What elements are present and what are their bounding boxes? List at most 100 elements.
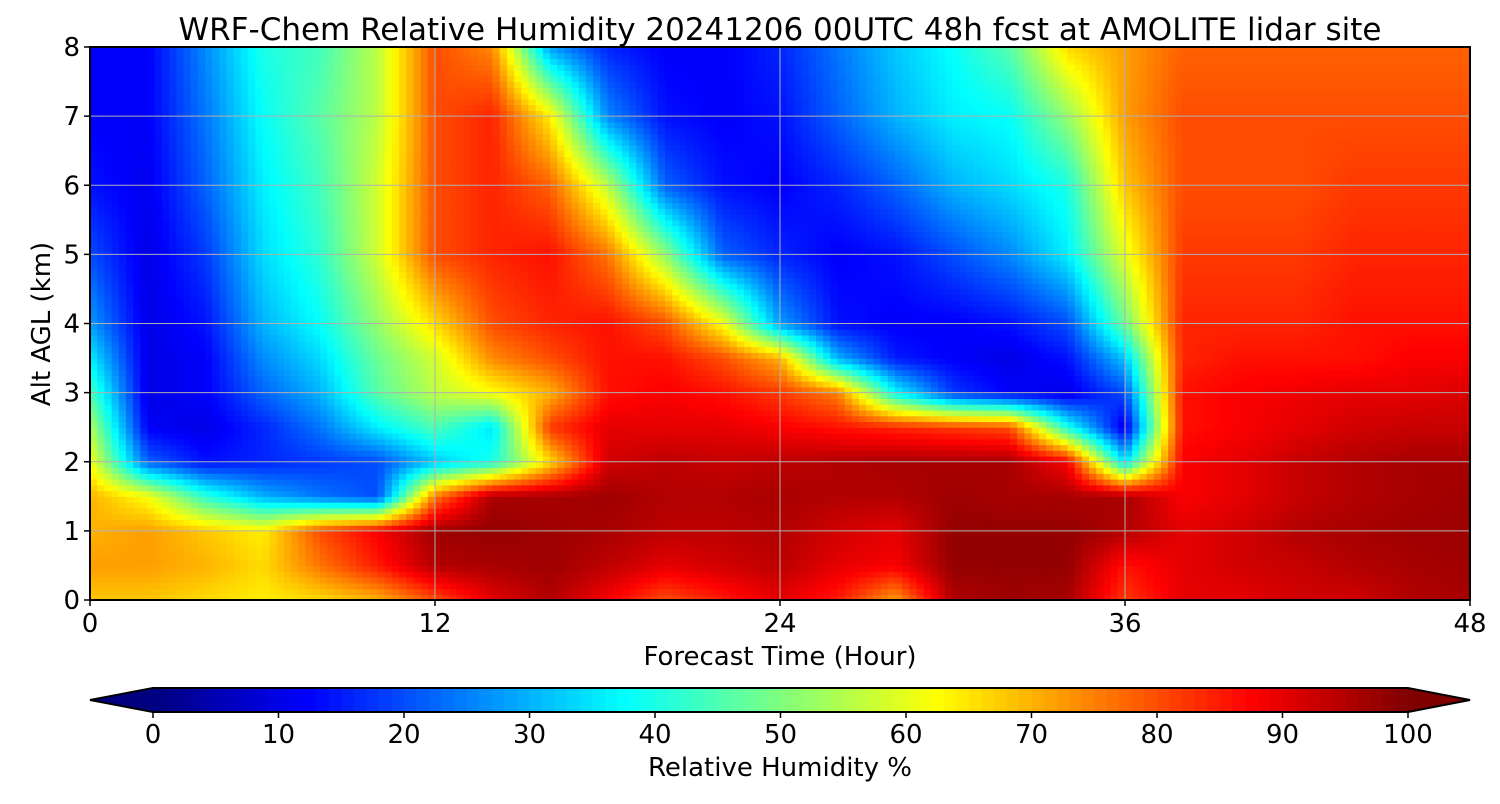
- heat-cell: [902, 559, 910, 567]
- heat-cell: [1160, 467, 1169, 474]
- heat-cell: [470, 548, 479, 555]
- heat-cell: [780, 576, 788, 584]
- heat-cell: [125, 467, 134, 474]
- heat-cell: [1146, 513, 1155, 520]
- heat-cell: [420, 530, 429, 538]
- heat-cell: [550, 461, 558, 469]
- heat-cell: [1362, 594, 1370, 600]
- heat-cell: [1340, 519, 1349, 526]
- heat-cell: [981, 461, 990, 469]
- heat-cell: [1168, 467, 1176, 474]
- heat-cell: [1132, 571, 1140, 578]
- heat-cell: [945, 490, 954, 497]
- heat-cell: [966, 576, 975, 584]
- heat-cell: [305, 559, 314, 567]
- heat-cell: [1340, 496, 1349, 503]
- heat-cell: [1333, 513, 1342, 520]
- heat-cell: [499, 479, 508, 486]
- heat-cell: [1297, 536, 1306, 543]
- heat-cell: [1002, 582, 1011, 590]
- heat-cell: [104, 519, 113, 526]
- heat-cell: [1441, 553, 1450, 561]
- heat-cell: [1081, 467, 1090, 474]
- heat-cell: [1204, 513, 1212, 520]
- heat-cell: [1081, 588, 1090, 595]
- heat-cell: [1010, 525, 1018, 532]
- heat-cell: [1254, 582, 1263, 590]
- heat-cell: [240, 496, 249, 503]
- heat-cell: [1038, 582, 1047, 590]
- heat-cell: [1081, 450, 1090, 457]
- heat-cell: [406, 559, 415, 567]
- heat-cell: [420, 490, 429, 497]
- heat-cell: [1254, 530, 1263, 538]
- heat-cell: [621, 565, 630, 572]
- heat-cell: [298, 519, 307, 526]
- heat-cell: [1053, 513, 1061, 520]
- heat-cell: [859, 496, 867, 503]
- heat-cell: [118, 467, 127, 474]
- heat-cell: [542, 530, 551, 538]
- heat-cell: [995, 502, 1004, 509]
- heat-cell: [312, 536, 321, 543]
- heat-cell: [370, 502, 379, 509]
- heat-cell: [550, 525, 558, 532]
- heat-cell: [916, 507, 925, 515]
- heat-cell: [183, 479, 192, 486]
- heat-cell: [629, 455, 637, 463]
- heat-cell: [650, 513, 659, 520]
- heat-cell: [1247, 536, 1255, 543]
- heat-cell: [650, 507, 659, 515]
- heat-cell: [1081, 576, 1090, 584]
- heat-cell: [1218, 450, 1227, 457]
- heat-cell: [169, 530, 177, 538]
- heat-cell: [1462, 455, 1470, 463]
- heat-cell: [629, 530, 637, 538]
- heat-cell: [823, 548, 831, 555]
- heat-cell: [470, 507, 479, 515]
- heat-cell: [248, 553, 256, 561]
- heat-cell: [1175, 525, 1184, 532]
- heat-cell: [938, 507, 946, 515]
- heat-cell: [255, 576, 264, 584]
- heat-cell: [902, 525, 910, 532]
- heat-cell: [499, 455, 508, 463]
- heat-cell: [528, 467, 537, 474]
- heat-cell: [125, 519, 134, 526]
- heat-cell: [169, 496, 177, 503]
- heat-cell: [938, 450, 946, 457]
- heat-cell: [341, 513, 350, 520]
- heat-cell: [550, 536, 558, 543]
- heat-cell: [1189, 473, 1198, 480]
- heat-cell: [125, 502, 134, 509]
- heat-cell: [478, 519, 486, 526]
- heat-cell: [406, 479, 415, 486]
- heat-cell: [334, 559, 343, 567]
- heat-cell: [722, 450, 731, 457]
- heat-cell: [808, 525, 817, 532]
- heat-cell: [1096, 473, 1105, 480]
- heat-cell: [1146, 548, 1155, 555]
- heat-cell: [427, 559, 436, 567]
- heat-cell: [772, 473, 781, 480]
- chart-title: WRF-Chem Relative Humidity 20241206 00UT…: [178, 12, 1381, 48]
- heat-cell: [399, 513, 407, 520]
- heat-cell: [578, 502, 587, 509]
- heat-cell: [679, 490, 688, 497]
- heat-cell: [1196, 594, 1205, 600]
- heat-cell: [291, 473, 300, 480]
- heat-cell: [363, 582, 371, 590]
- heat-cell: [1017, 536, 1025, 543]
- heat-cell: [240, 484, 249, 492]
- heat-cell: [370, 484, 379, 492]
- heat-cell: [1376, 450, 1385, 457]
- heat-cell: [600, 450, 609, 457]
- heat-cell: [902, 588, 910, 595]
- heat-cell: [97, 496, 105, 503]
- heat-cell: [435, 548, 443, 555]
- heat-cell: [895, 450, 903, 457]
- heat-cell: [629, 559, 637, 567]
- heat-cell: [334, 455, 343, 463]
- heat-cell: [348, 559, 357, 567]
- heat-cell: [190, 507, 199, 515]
